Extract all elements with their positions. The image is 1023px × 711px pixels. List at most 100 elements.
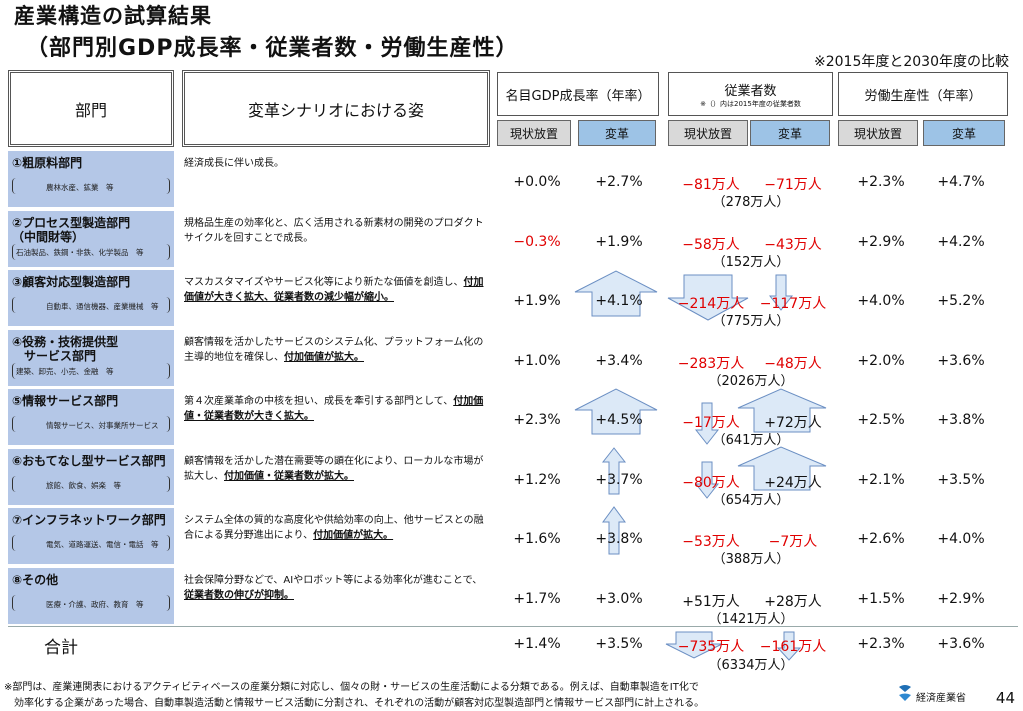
sector-band xyxy=(8,508,174,564)
description-text: 顧客情報を活かした潜在需要等の顕在化により、ローカルな市場が拡大し、 xyxy=(184,456,484,482)
scenario-description: 顧客情報を活かしたサービスのシステム化、プラットフォーム化の主導的地位を確保し、… xyxy=(184,335,489,365)
employment-header: 従業者数 ※（）内は2015年度の従業者数 xyxy=(668,72,833,116)
up-arrow-icon xyxy=(574,388,658,435)
sector-band xyxy=(8,151,174,207)
gdp-reform: +4.5% xyxy=(595,412,643,428)
sector-name: ①粗原料部門 xyxy=(12,156,83,170)
productivity-status-quo-header: 現状放置 xyxy=(838,120,918,146)
down-arrow-icon xyxy=(776,631,802,661)
sector-bracket xyxy=(12,416,170,432)
scenario-description: システム全体の質的な高度化や供給効率の向上、他サービスとの融合による異分野進出に… xyxy=(184,513,489,543)
total-label: 合計 xyxy=(44,638,78,658)
total-productivity-reform: +3.6% xyxy=(937,636,985,652)
productivity-status-quo: +4.0% xyxy=(857,293,905,309)
gdp-header: 名目GDP成長率（年率） xyxy=(497,72,659,116)
gdp-status-quo-header: 現状放置 xyxy=(497,120,571,146)
description-emphasis: 付加価値が拡大。 xyxy=(313,530,394,541)
productivity-status-quo: +2.6% xyxy=(857,531,905,547)
sector-name: ④役務・技術提供型 xyxy=(12,335,119,349)
description-emphasis: 付加価値が拡大。 xyxy=(284,352,364,363)
sector-examples: 医療・介護、政府、教育 等 xyxy=(46,600,144,609)
total-divider xyxy=(8,626,1018,627)
employment-reform: +24万人 xyxy=(764,475,822,491)
employment-status-quo: −17万人 xyxy=(682,415,740,431)
sector-band xyxy=(8,449,174,505)
employment-status-quo: −283万人 xyxy=(677,356,745,372)
productivity-reform: +4.2% xyxy=(937,234,985,250)
productivity-reform-header: 変革 xyxy=(923,120,1005,146)
sector-band xyxy=(8,389,174,445)
employment-status-quo: −214万人 xyxy=(677,296,745,312)
up-arrow-icon xyxy=(574,270,658,317)
description-text: マスカスタマイズやサービス化等により新たな価値を創造し、 xyxy=(184,277,464,288)
gdp-reform: +1.9% xyxy=(595,234,643,250)
sector-examples: 石油製品、鉄鋼・非鉄、化学製品 等 xyxy=(16,248,144,257)
up-arrow-icon xyxy=(737,388,827,433)
description-emphasis: 付加価値が大きく拡大、従業者数の減少幅が縮小。 xyxy=(184,277,484,303)
down-arrow-icon xyxy=(694,461,720,499)
productivity-status-quo: +2.9% xyxy=(857,234,905,250)
gdp-status-quo: +1.0% xyxy=(513,353,561,369)
employment-base: （654万人） xyxy=(712,493,790,508)
sector-name-line2: （中間財等） xyxy=(12,230,85,244)
gdp-reform: +2.7% xyxy=(595,174,643,190)
footnote-line2: 効率化する企業があった場合、自動車製造活動と情報サービス活動に分割され、それぞれ… xyxy=(4,698,705,709)
sector-bracket xyxy=(12,297,170,313)
employment-reform: −43万人 xyxy=(764,237,822,253)
employment-header-label: 従業者数 xyxy=(724,83,777,99)
sector-examples: 自動車、通信機器、産業機械 等 xyxy=(46,302,159,311)
total-gdp-status-quo: +1.4% xyxy=(513,636,561,652)
scenario-description: 経済成長に伴い成長。 xyxy=(184,156,489,171)
down-arrow-icon xyxy=(694,402,720,445)
employment-reform: +72万人 xyxy=(764,415,822,431)
employment-base: （641万人） xyxy=(712,433,790,448)
sector-bracket xyxy=(12,244,170,260)
up-arrow-icon xyxy=(737,446,827,491)
sector-examples: 建築、卸売、小売、金融 等 xyxy=(16,367,114,376)
productivity-reform: +4.7% xyxy=(937,174,985,190)
sector-bracket xyxy=(12,535,170,551)
total-employment-reform: −161万人 xyxy=(759,639,827,655)
productivity-status-quo: +2.0% xyxy=(857,353,905,369)
sector-name: ③顧客対応型製造部門 xyxy=(12,275,131,289)
employment-reform: −71万人 xyxy=(764,177,822,193)
gdp-status-quo: +1.6% xyxy=(513,531,561,547)
gdp-status-quo: −0.3% xyxy=(513,234,561,250)
gdp-reform-header: 変革 xyxy=(578,120,656,146)
down-arrow-icon xyxy=(665,631,723,659)
ministry-name: 経済産業省 xyxy=(916,693,966,704)
gdp-reform: +3.0% xyxy=(595,591,643,607)
footnote-line1: ※部門は、産業連関表におけるアクティビティベースの産業分類に対応し、個々の財・サ… xyxy=(4,682,699,693)
productivity-status-quo: +1.5% xyxy=(857,591,905,607)
sector-name: ⑦インフラネットワーク部門 xyxy=(12,513,166,527)
scenario-description: 顧客情報を活かした潜在需要等の顕在化により、ローカルな市場が拡大し、付加価値・従… xyxy=(184,454,489,484)
scenario-header: 変革シナリオにおける姿 xyxy=(182,70,490,147)
employment-base: （1421万人） xyxy=(708,612,794,627)
sector-name: ②プロセス型製造部門 xyxy=(12,216,131,230)
sector-band xyxy=(8,211,174,267)
productivity-header-label: 労働生産性（年率） xyxy=(864,88,982,104)
compare-note: ※2015年度と2030年度の比較 xyxy=(814,54,1009,70)
employment-reform: −117万人 xyxy=(759,296,827,312)
description-text: 第４次産業革命の中核を担い、成長を牽引する部門として、 xyxy=(184,396,454,407)
gdp-header-label: 名目GDP成長率（年率） xyxy=(505,88,651,104)
total-employment-status-quo: −735万人 xyxy=(677,639,745,655)
meti-logo-icon xyxy=(899,685,911,701)
sector-name: ⑥おもてなし型サービス部門 xyxy=(12,454,166,468)
scenario-description: 第４次産業革命の中核を担い、成長を牽引する部門として、付加価値・従業者数が大きく… xyxy=(184,394,489,424)
description-emphasis: 付加価値・従業者数が拡大。 xyxy=(224,471,354,482)
scenario-description: 規格品生産の効率化と、広く活用される新素材の開発のプロダクトサイクルを回すことで… xyxy=(184,216,489,246)
page-title: 産業構造の試算結果 xyxy=(14,4,212,28)
scenario-header-label: 変革シナリオにおける姿 xyxy=(247,100,424,120)
sector-bracket xyxy=(12,178,170,194)
productivity-reform: +3.5% xyxy=(937,472,985,488)
up-arrow-icon xyxy=(602,506,626,555)
sector-name: ⑤情報サービス部門 xyxy=(12,394,119,408)
scenario-description: 社会保障分野などで、AIやロボット等による効率化が進むことで、従業者数の伸びが抑… xyxy=(184,573,489,603)
sector-examples: 農林水産、鉱業 等 xyxy=(46,183,114,192)
ministry-logo xyxy=(896,683,914,707)
productivity-header: 労働生産性（年率） xyxy=(838,72,1008,116)
sector-bracket xyxy=(12,595,170,611)
employment-header-note: ※（）内は2015年度の従業者数 xyxy=(700,99,801,108)
employment-base: （388万人） xyxy=(712,552,790,567)
